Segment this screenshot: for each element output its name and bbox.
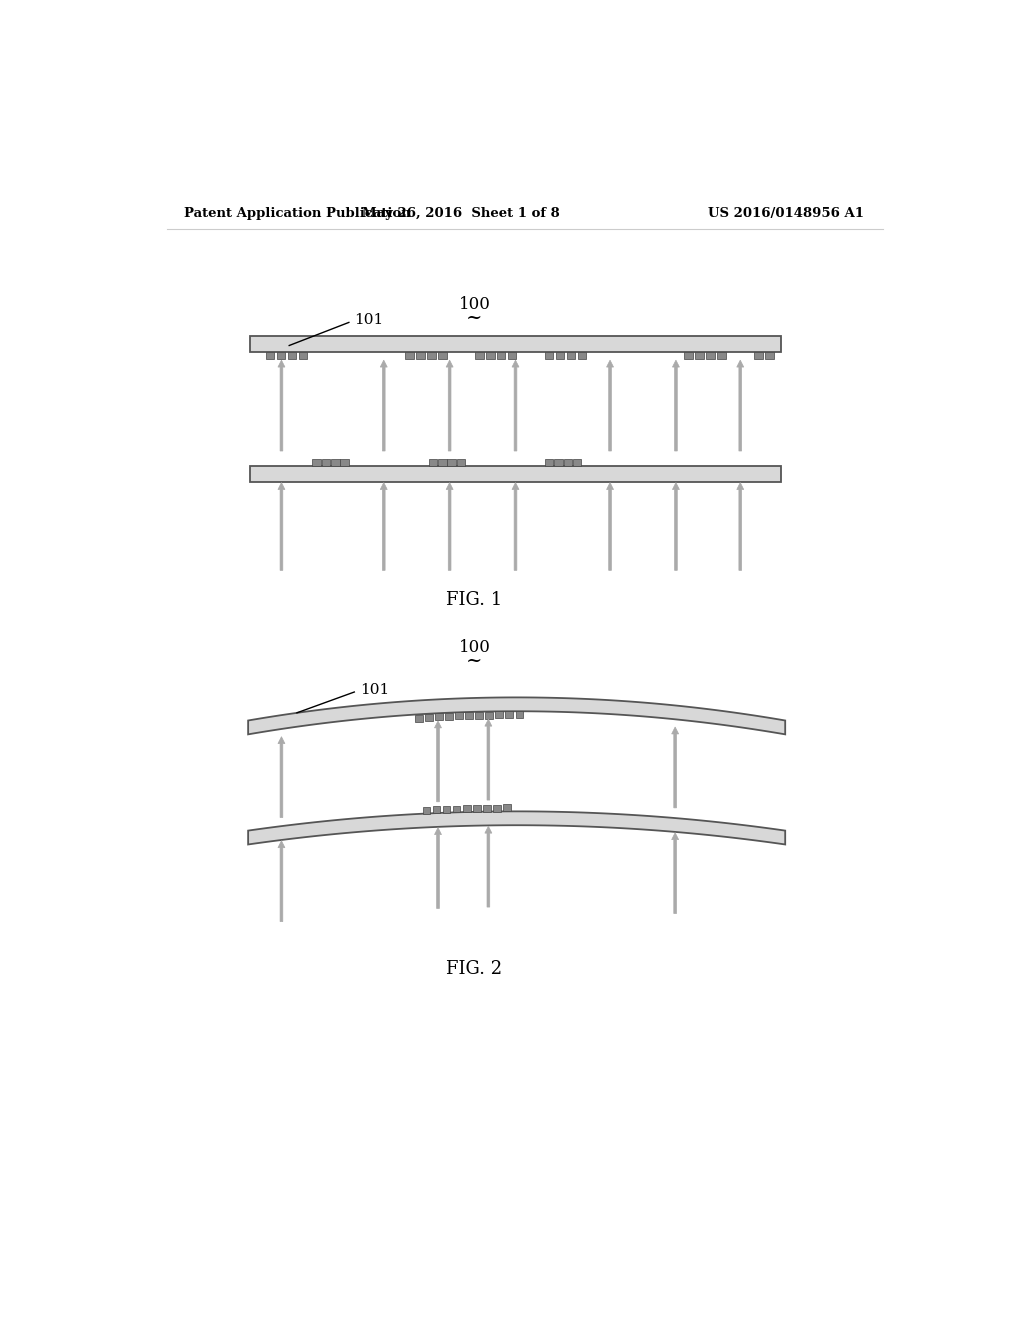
Polygon shape (425, 714, 432, 721)
Polygon shape (457, 459, 465, 466)
Polygon shape (276, 352, 286, 359)
Polygon shape (572, 459, 582, 466)
FancyArrow shape (673, 483, 679, 570)
Polygon shape (248, 697, 785, 734)
FancyArrow shape (485, 719, 492, 800)
Polygon shape (465, 711, 473, 719)
Polygon shape (765, 352, 773, 359)
Polygon shape (493, 805, 501, 812)
Text: 100: 100 (459, 296, 490, 313)
Polygon shape (312, 459, 321, 466)
FancyArrow shape (672, 833, 679, 913)
Polygon shape (554, 459, 563, 466)
Polygon shape (717, 352, 726, 359)
Polygon shape (503, 804, 511, 812)
FancyArrow shape (446, 360, 453, 451)
Text: ~: ~ (466, 652, 482, 669)
FancyArrow shape (434, 721, 441, 801)
Text: US 2016/0148956 A1: US 2016/0148956 A1 (709, 207, 864, 220)
Polygon shape (556, 352, 564, 359)
Polygon shape (497, 352, 506, 359)
Polygon shape (563, 459, 572, 466)
FancyArrow shape (672, 727, 679, 808)
Polygon shape (417, 352, 425, 359)
Polygon shape (438, 352, 446, 359)
FancyArrow shape (434, 828, 441, 908)
Polygon shape (251, 466, 781, 482)
FancyArrow shape (512, 360, 519, 451)
Polygon shape (406, 352, 414, 359)
Text: May 26, 2016  Sheet 1 of 8: May 26, 2016 Sheet 1 of 8 (362, 207, 560, 220)
Polygon shape (423, 807, 430, 813)
Polygon shape (755, 352, 763, 359)
Text: FIG. 2: FIG. 2 (446, 960, 503, 978)
Polygon shape (266, 352, 274, 359)
FancyArrow shape (278, 360, 285, 451)
Polygon shape (432, 807, 440, 813)
FancyArrow shape (736, 360, 743, 451)
FancyArrow shape (380, 483, 387, 570)
FancyArrow shape (278, 737, 285, 817)
Text: ~: ~ (466, 309, 482, 327)
Polygon shape (695, 352, 703, 359)
Polygon shape (299, 352, 307, 359)
Polygon shape (475, 352, 483, 359)
Polygon shape (508, 352, 516, 359)
Polygon shape (483, 805, 490, 812)
FancyArrow shape (512, 483, 519, 570)
Polygon shape (473, 805, 480, 812)
FancyArrow shape (485, 826, 492, 907)
Polygon shape (455, 713, 463, 719)
Text: 101: 101 (359, 682, 389, 697)
Polygon shape (415, 714, 423, 722)
Polygon shape (485, 711, 493, 718)
Polygon shape (453, 805, 461, 812)
FancyArrow shape (673, 360, 679, 451)
Polygon shape (506, 711, 513, 718)
Polygon shape (438, 459, 446, 466)
Polygon shape (496, 711, 503, 718)
Polygon shape (566, 352, 575, 359)
Polygon shape (578, 352, 586, 359)
Polygon shape (340, 459, 349, 466)
Text: Patent Application Publication: Patent Application Publication (183, 207, 411, 220)
FancyArrow shape (606, 360, 613, 451)
Text: FIG. 1: FIG. 1 (446, 590, 503, 609)
Polygon shape (707, 352, 715, 359)
FancyArrow shape (736, 483, 743, 570)
FancyArrow shape (380, 360, 387, 451)
Polygon shape (445, 713, 453, 719)
Polygon shape (475, 711, 483, 719)
Polygon shape (442, 807, 451, 813)
FancyArrow shape (278, 483, 285, 570)
Polygon shape (545, 459, 554, 466)
Text: 100: 100 (459, 639, 490, 656)
FancyArrow shape (278, 841, 285, 921)
Polygon shape (331, 459, 340, 466)
Polygon shape (515, 711, 523, 718)
Polygon shape (447, 459, 456, 466)
Polygon shape (435, 713, 442, 721)
Polygon shape (545, 352, 554, 359)
Polygon shape (322, 459, 331, 466)
FancyArrow shape (606, 483, 613, 570)
Polygon shape (684, 352, 693, 359)
Polygon shape (427, 352, 435, 359)
FancyArrow shape (446, 483, 453, 570)
Polygon shape (429, 459, 437, 466)
Polygon shape (288, 352, 296, 359)
Text: 101: 101 (354, 313, 384, 327)
Polygon shape (486, 352, 495, 359)
Polygon shape (463, 805, 471, 812)
Polygon shape (248, 812, 785, 845)
Polygon shape (251, 335, 781, 352)
